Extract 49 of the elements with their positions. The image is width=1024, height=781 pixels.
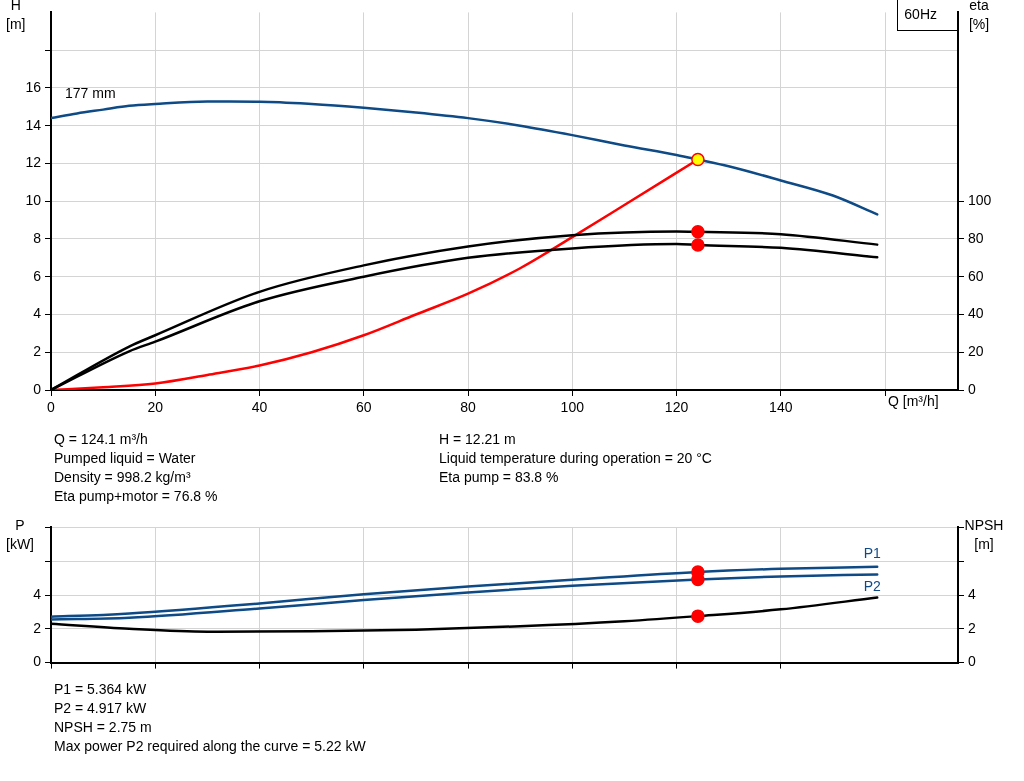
- x-tick-label: 0: [47, 399, 56, 416]
- text: Liquid temperature during operation = 20 °C: [439, 449, 713, 468]
- text: Eta pump = 83.8 %: [439, 468, 560, 487]
- text: Pumped liquid = Water: [54, 449, 197, 468]
- y-tick-label: 8: [33, 229, 42, 246]
- y2-tick-label: 60: [968, 267, 984, 284]
- y-tick-label: 10: [25, 192, 42, 209]
- x-tick-label: 40: [251, 399, 268, 416]
- series-label: P2: [863, 578, 881, 595]
- y-tick-label: 14: [25, 116, 42, 133]
- y-tick-label: 6: [33, 267, 42, 284]
- series-label: P1: [863, 544, 881, 561]
- y-tick-label: 2: [33, 619, 42, 636]
- y2-tick-label: 2: [968, 619, 976, 636]
- y-tick-label: 4: [33, 305, 42, 322]
- x-tick-label: 120: [664, 399, 689, 416]
- x-tick-label: 80: [460, 399, 477, 416]
- text: P2 = 4.917 kW: [54, 699, 148, 718]
- text: Density = 998.2 kg/m³: [54, 468, 192, 487]
- y2-axis-title: eta [%]: [968, 0, 990, 34]
- y-axis-title: H [m]: [6, 0, 26, 34]
- x-tick-label: 140: [769, 399, 793, 416]
- y-tick-label: 4: [33, 585, 42, 602]
- x-axis-title: Q [m³/h]: [888, 392, 939, 411]
- y2-tick-label: 100: [968, 192, 992, 209]
- y2-tick-label: 0: [968, 653, 976, 670]
- y-tick-label: 12: [25, 154, 42, 171]
- text: Max power P2 required along the curve = 5.22 kW: [54, 737, 367, 756]
- x-tick-label: 20: [147, 399, 164, 416]
- y-tick-label: 0: [33, 653, 42, 670]
- y2-tick-label: 40: [968, 305, 984, 322]
- x-tick-label: 60: [355, 399, 372, 416]
- text: Eta pump+motor = 76.8 %: [54, 487, 219, 506]
- text: NPSH = 2.75 m: [54, 718, 153, 737]
- y2-tick-label: 0: [968, 380, 976, 397]
- y-tick-label: 2: [33, 343, 42, 360]
- y-tick-label: 0: [33, 380, 42, 397]
- y2-tick-label: 20: [968, 343, 984, 360]
- chart-title: 60Hz: [897, 0, 957, 31]
- y-tick-label: 16: [25, 78, 42, 95]
- text: Q = 124.1 m³/h: [54, 430, 149, 449]
- y-axis-title: P [kW]: [6, 516, 34, 554]
- text: H = 12.21 m: [439, 430, 517, 449]
- y2-axis-title: NPSH [m]: [964, 516, 1004, 554]
- y2-tick-label: 4: [968, 585, 976, 602]
- series-label: 177 mm: [65, 84, 116, 101]
- text: P1 = 5.364 kW: [54, 680, 148, 699]
- y2-tick-label: 80: [968, 229, 984, 246]
- x-tick-label: 100: [560, 399, 585, 416]
